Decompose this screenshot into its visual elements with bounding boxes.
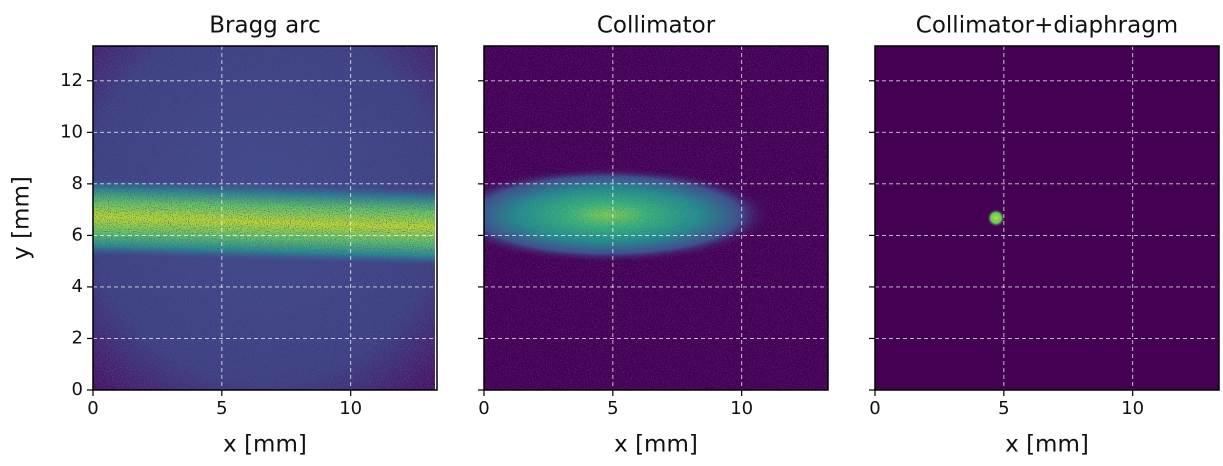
plot-frame	[874, 45, 1220, 391]
heatmap-image	[875, 46, 1219, 390]
y-axis-label: y [mm]	[9, 176, 35, 260]
x-tick-label: 10	[339, 398, 362, 419]
x-tick-label: 10	[730, 398, 753, 419]
y-tick-label: 4	[72, 276, 83, 297]
x-axis-label: x [mm]	[1005, 432, 1089, 458]
y-tick-label: 6	[72, 224, 83, 245]
x-tick-label: 0	[478, 398, 489, 419]
y-tick-label: 10	[60, 121, 83, 142]
x-tick-label: 5	[998, 398, 1009, 419]
x-axis-label: x [mm]	[223, 432, 307, 458]
x-tick-label: 10	[1121, 398, 1144, 419]
y-tick-label: 8	[72, 173, 83, 194]
chart-title: Collimator	[597, 13, 716, 39]
heatmap-image	[484, 46, 828, 390]
x-tick-label: 0	[87, 398, 98, 419]
heatmap-image	[93, 46, 435, 390]
x-tick-label: 5	[216, 398, 227, 419]
plot-frame	[92, 45, 438, 391]
chart-title: Bragg arc	[209, 13, 321, 39]
y-tick-label: 0	[72, 379, 83, 400]
x-tick-label: 5	[607, 398, 618, 419]
chart-title: Collimator+diaphragm	[916, 13, 1178, 39]
y-tick-label: 12	[60, 70, 83, 91]
x-axis-label: x [mm]	[614, 432, 698, 458]
plot-frame	[483, 45, 829, 391]
x-tick-label: 0	[869, 398, 880, 419]
y-tick-label: 2	[72, 327, 83, 348]
